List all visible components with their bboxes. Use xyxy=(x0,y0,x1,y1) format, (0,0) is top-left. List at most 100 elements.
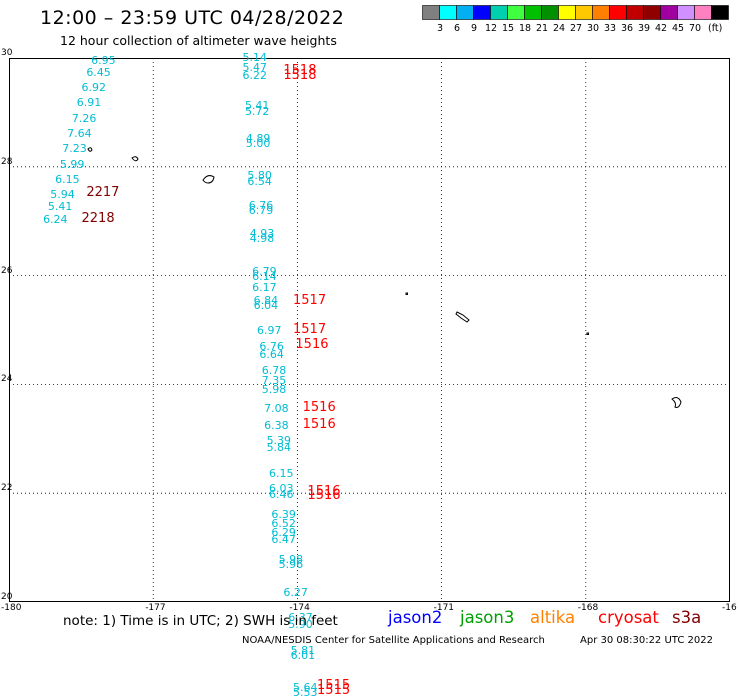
pass-time-label: 1516 xyxy=(295,336,329,352)
swh-value-label: 6.45 xyxy=(86,66,111,80)
colorbar-unit: (ft) xyxy=(708,23,722,34)
swh-value-label: 5.80 xyxy=(247,168,272,182)
satellite-jason3-label: jason3 xyxy=(460,608,515,627)
pass-time-label: 1518 xyxy=(283,63,317,79)
y-tick-label: 20 xyxy=(1,592,13,602)
swh-value-label: 5.14 xyxy=(242,51,268,64)
colorbar-tick-label: 36 xyxy=(621,23,633,34)
swh-value-label: 6.22 xyxy=(242,68,268,82)
colorbar-tick-label: 12 xyxy=(485,23,497,34)
swh-value-label: 7.08 xyxy=(264,401,289,415)
colorbar-tick-label: 45 xyxy=(672,23,684,34)
swh-value-label: 6.64 xyxy=(259,348,284,362)
colorbar-tick-label: 6 xyxy=(454,23,460,34)
colorbar-tick-label: 27 xyxy=(570,23,582,34)
colorbar-tick-label: 39 xyxy=(638,23,650,34)
island-outline xyxy=(586,332,589,335)
colorbar-tick-label: 3 xyxy=(437,23,443,34)
swh-value-label: 5.39 xyxy=(266,433,292,447)
footer-note: note: 1) Time is in UTC; 2) SWH is in fe… xyxy=(63,613,338,629)
pass-time-label: 2217 xyxy=(86,184,120,200)
pass-time-label: 1515 xyxy=(317,683,351,699)
colorbar-tick-label: 42 xyxy=(655,23,667,34)
colorbar-tick-label: 9 xyxy=(471,23,477,34)
swh-value-label: 6.46 xyxy=(268,488,294,502)
swh-value-label: 4.93 xyxy=(249,227,275,241)
footer-agency: NOAA/NESDIS Center for Satellite Applica… xyxy=(242,635,545,646)
map-plot xyxy=(9,58,730,602)
swh-value-label: 6.17 xyxy=(252,280,277,294)
swh-value-label: 6.76 xyxy=(248,198,274,212)
swh-value-label: 5.47 xyxy=(242,60,268,74)
swh-value-label: 6.91 xyxy=(76,96,102,110)
grid-lines xyxy=(9,58,730,602)
x-tick-label: -168 xyxy=(577,603,599,613)
swh-value-label: 5.00 xyxy=(245,136,271,150)
colorbar-swatch xyxy=(711,5,729,20)
swh-value-label: 6.78 xyxy=(261,363,287,377)
swh-value-label: 7.23 xyxy=(62,142,87,156)
x-tick-label: -174 xyxy=(289,603,310,613)
map-title: 12:00 – 23:59 UTC 04/28/2022 xyxy=(40,7,345,29)
pass-time-label: 1518 xyxy=(283,68,317,84)
swh-value-label: 6.52 xyxy=(271,517,296,531)
swh-value-label: 6.79 xyxy=(252,264,277,278)
swh-value-label: 6.79 xyxy=(248,204,274,218)
pass-time-label: 1516 xyxy=(307,483,341,499)
wave-height-colorbar: 3 6 9 12 15 18 21 24 27 30 33 36 39 42 45 70 (ft) xyxy=(422,5,729,34)
y-tick-label: 24 xyxy=(1,374,13,385)
swh-value-label: 6.03 xyxy=(268,481,294,495)
y-tick-label: 26 xyxy=(1,265,13,276)
swh-value-label: 6.97 xyxy=(256,324,282,338)
pass-time-label: 1516 xyxy=(302,416,336,432)
swh-value-label: 7.26 xyxy=(71,111,97,125)
swh-value-label: 6.47 xyxy=(271,532,296,546)
satellite-s3a-label: s3a xyxy=(672,608,702,627)
swh-value-label: 6.38 xyxy=(264,418,289,432)
swh-value-label: 6.15 xyxy=(55,172,80,186)
swh-value-label: 6.95 xyxy=(91,53,116,67)
swh-value-label: 7.64 xyxy=(67,127,92,141)
map-frame xyxy=(9,58,730,602)
swh-value-label: 5.98 xyxy=(278,552,304,566)
colorbar-tick-label: 33 xyxy=(604,23,616,34)
swh-value-label: 6.27 xyxy=(283,585,308,599)
x-tick-label: -177 xyxy=(145,603,166,613)
swh-value-label: 5.41 xyxy=(47,200,73,214)
swh-value-label: 5.84 xyxy=(266,440,292,454)
swh-value-label: 6.15 xyxy=(268,467,294,481)
map-subtitle: 12 hour collection of altimeter wave hei… xyxy=(60,33,337,48)
swh-value-label: 5.96 xyxy=(278,558,304,571)
swh-value-label: 6.39 xyxy=(271,507,296,521)
swh-value-label: 5.99 xyxy=(59,157,85,171)
swh-value-label: 6.37 xyxy=(288,611,313,625)
pass-time-label: 1517 xyxy=(293,322,327,337)
x-tick-label: -171 xyxy=(433,603,455,613)
satellite-altika-label: altika xyxy=(530,608,576,627)
swh-value-label: 4.98 xyxy=(249,232,275,246)
island-outline xyxy=(202,175,215,184)
swh-value-label: 5.72 xyxy=(244,105,270,119)
swh-value-label: 6.54 xyxy=(247,175,272,189)
island-outline xyxy=(131,156,139,162)
pass-time-label: 2218 xyxy=(81,211,115,227)
colorbar-tick-label: 15 xyxy=(502,23,514,34)
x-tick-label: -180 xyxy=(1,603,22,613)
swh-value-label: 5.53 xyxy=(293,686,318,699)
island-outline xyxy=(87,147,93,152)
swh-value-label: 5.41 xyxy=(244,98,270,112)
y-tick-label: 22 xyxy=(1,483,13,494)
swh-value-label: 6.84 xyxy=(253,293,279,307)
coastline-islands xyxy=(87,147,682,408)
island-outline xyxy=(455,311,470,323)
colorbar-tick-label: 24 xyxy=(553,23,565,34)
swh-value-label: 6.24 xyxy=(43,213,68,227)
colorbar-tick-label: 30 xyxy=(587,23,599,34)
swh-value-label: 7.35 xyxy=(261,374,287,388)
swh-value-label: 5.98 xyxy=(261,382,287,396)
colorbar-tick-label: 18 xyxy=(519,23,531,34)
island-outline xyxy=(405,292,408,295)
y-tick-label: 28 xyxy=(1,156,13,167)
pass-time-label: 1517 xyxy=(293,292,327,308)
pass-time-label: 1516 xyxy=(307,488,341,504)
